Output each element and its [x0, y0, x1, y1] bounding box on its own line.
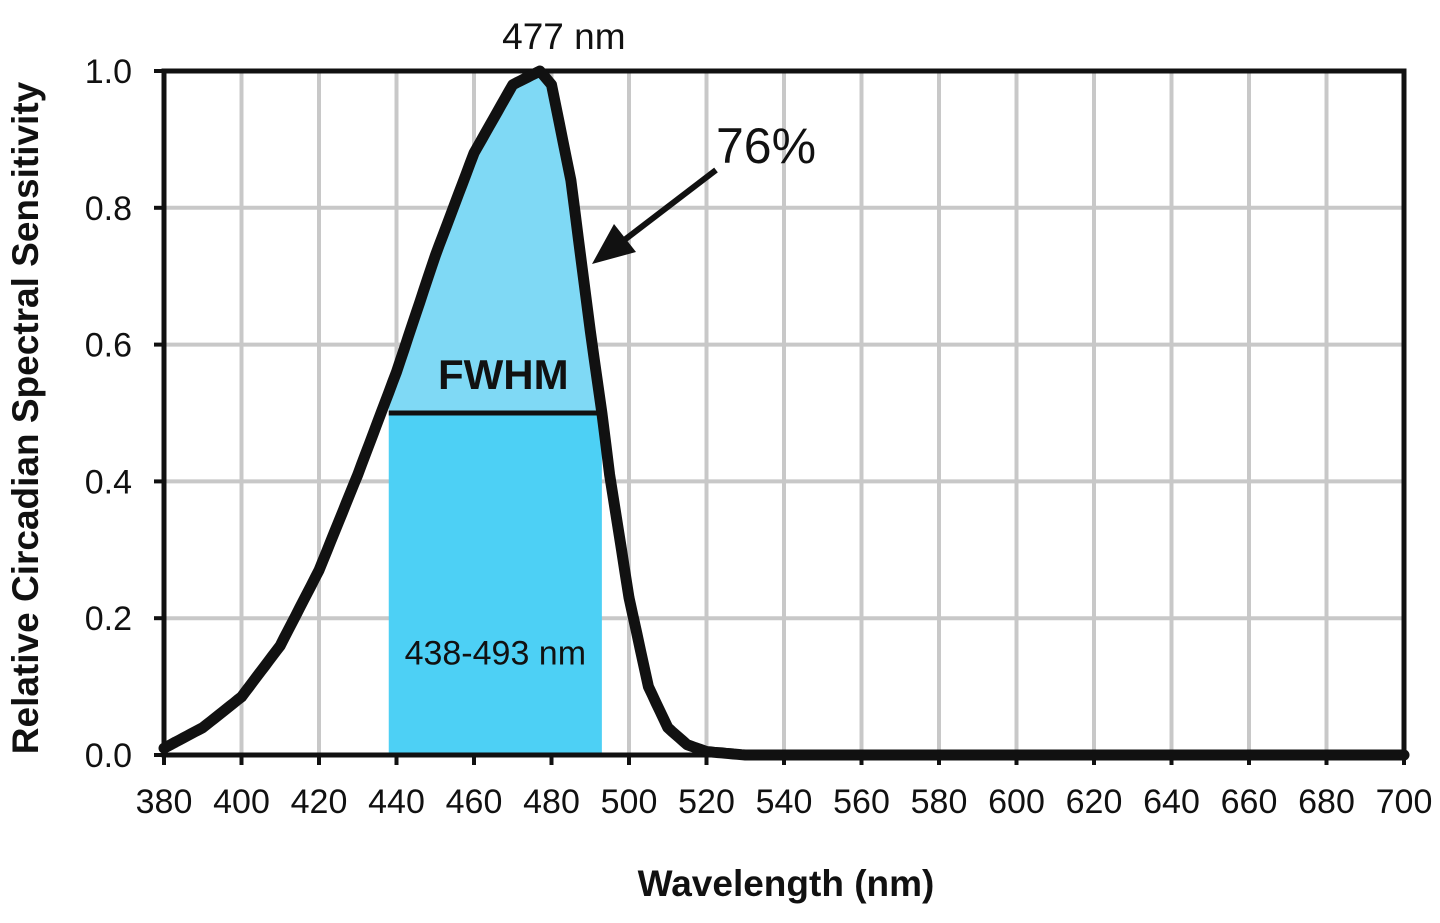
x-axis-title: Wavelength (nm) [638, 863, 935, 904]
fwhm-range-label: 438-493 nm [405, 634, 586, 672]
y-tick-label: 1.0 [85, 53, 132, 91]
x-tick-label: 520 [678, 783, 735, 821]
y-tick-label: 0.6 [85, 327, 132, 365]
x-tick-label: 580 [911, 783, 968, 821]
y-tick-label: 0.4 [85, 463, 132, 501]
x-tick-label: 560 [833, 783, 890, 821]
fill-layer [388, 71, 602, 755]
percent-label: 76% [716, 118, 816, 174]
x-tick-label: 540 [756, 783, 813, 821]
x-tick-label: 680 [1298, 783, 1355, 821]
annotation-layer: 477 nm 76% FWHM 438-493 nm [405, 16, 817, 672]
x-tick-label: 640 [1143, 783, 1200, 821]
x-tick-label: 620 [1066, 783, 1123, 821]
x-tick-label: 400 [213, 783, 270, 821]
x-tick-label: 440 [368, 783, 425, 821]
x-tick-label: 660 [1221, 783, 1278, 821]
peak-wavelength-label: 477 nm [502, 16, 625, 57]
x-tick-label: 420 [291, 783, 348, 821]
fwhm-band [388, 413, 602, 755]
fwhm-label: FWHM [438, 351, 569, 398]
curve-layer [158, 65, 1410, 761]
percent-arrow-head [592, 224, 636, 264]
tick-layer: 380 400 420 440 460 480 500 520 540 560 580 600 620 6… [85, 53, 1433, 821]
x-tick-label: 460 [446, 783, 503, 821]
y-tick-label: 0.8 [85, 190, 132, 228]
x-tick-label: 500 [601, 783, 658, 821]
y-axis-title: Relative Circadian Spectral Sensitivity [5, 81, 46, 754]
x-tick-label: 380 [136, 783, 193, 821]
x-tick-label: 480 [523, 783, 580, 821]
y-tick-label: 0.2 [85, 600, 132, 638]
frame-layer [154, 68, 1407, 765]
x-tick-label: 600 [988, 783, 1045, 821]
y-tick-label: 0.0 [85, 737, 132, 775]
x-tick-label: 700 [1376, 783, 1433, 821]
sensitivity-curve [158, 65, 1410, 761]
peak-area-fill [388, 71, 602, 413]
